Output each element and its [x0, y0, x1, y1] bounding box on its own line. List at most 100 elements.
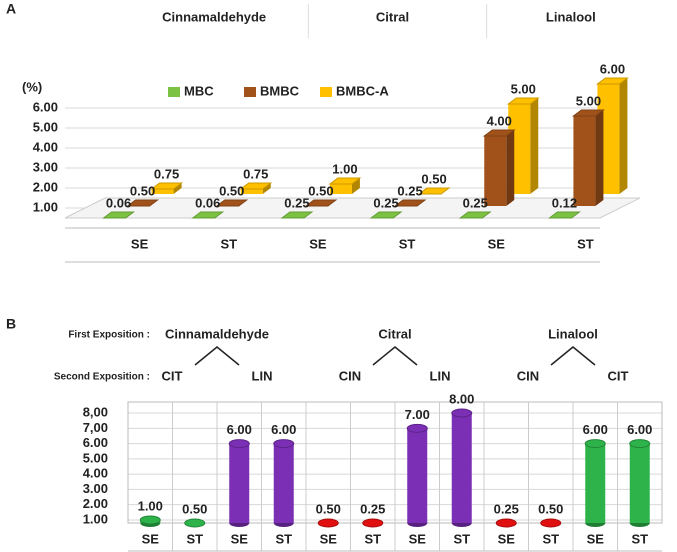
branch: [550, 346, 596, 366]
value-label: 8.00: [449, 391, 474, 406]
value-label: 6.00: [583, 422, 608, 437]
bar-top: [239, 182, 273, 190]
y-tick-label: 3.00: [33, 159, 58, 174]
bar-side: [262, 183, 271, 194]
y-tick-label: 1.00: [83, 511, 108, 526]
value-label: 6.00: [227, 422, 252, 437]
x-tick-label: ST: [453, 531, 470, 546]
legend-label: MBC: [184, 83, 214, 98]
bar: [573, 116, 596, 206]
value-label: 0.12: [552, 195, 577, 210]
bar-top: [458, 211, 492, 219]
cylinder-top: [540, 518, 562, 528]
x-tick-label: ST: [399, 236, 416, 251]
cylinder-top: [228, 439, 250, 449]
group-label: Linalool: [546, 9, 596, 24]
cylinder-top: [451, 408, 473, 418]
bar: [407, 428, 428, 523]
branch: [372, 346, 418, 366]
y-tick-label: 2.00: [83, 496, 108, 511]
value-label: 5.00: [511, 81, 536, 96]
y-tick-label: 6.00: [83, 435, 108, 450]
bar-top: [595, 77, 629, 85]
value-label: 6.00: [600, 61, 625, 76]
value-label: 0.50: [130, 183, 155, 198]
x-tick-label: ST: [631, 531, 648, 546]
cylinder-top: [629, 439, 651, 449]
bar-top: [150, 182, 184, 190]
value-label: 7.00: [405, 407, 430, 422]
panel-label: A: [6, 1, 16, 17]
value-label: 0.25: [397, 183, 422, 198]
y-tick-label: 5.00: [33, 119, 58, 134]
group-label: Linalool: [548, 326, 598, 341]
bar-top: [506, 97, 540, 105]
value-label: 5.00: [576, 93, 601, 108]
y-axis-label: (%): [22, 79, 42, 94]
x-tick-label: SE: [231, 531, 249, 546]
bar-top: [280, 211, 314, 219]
value-label: 0.25: [360, 501, 385, 516]
cylinder-top: [362, 518, 384, 528]
value-label: 0.50: [219, 183, 244, 198]
y-tick-label: 7,00: [83, 420, 108, 435]
value-label: 0.25: [373, 195, 398, 210]
group-label: First Exposition :: [68, 330, 150, 341]
bar-top: [102, 211, 136, 219]
value-label: 4.00: [487, 113, 512, 128]
bar: [484, 136, 507, 206]
y-tick-label: 6.00: [33, 99, 58, 114]
value-label: 6.00: [271, 422, 296, 437]
x-tick-label: SE: [309, 236, 327, 251]
value-label: 0.50: [308, 183, 333, 198]
branch: [194, 346, 240, 366]
x-tick-label: SE: [320, 531, 338, 546]
bar: [329, 184, 352, 194]
value-label: 0.75: [243, 166, 268, 181]
bar-top: [328, 177, 362, 185]
value-label: 1.00: [332, 161, 357, 176]
cylinder-top: [184, 518, 206, 528]
value-label: 0.06: [195, 195, 220, 210]
value-label: 1.00: [138, 498, 163, 513]
x-tick-label: SE: [409, 531, 427, 546]
subgroup-label: LIN: [252, 368, 273, 383]
bar: [151, 189, 174, 194]
bar: [240, 189, 263, 194]
group-label: Cinnamaldehyde: [165, 326, 269, 341]
bar-top: [547, 211, 581, 219]
bar-top: [126, 199, 160, 207]
x-tick-label: ST: [542, 531, 559, 546]
bar-side: [619, 78, 628, 194]
subgroup-label: CIT: [608, 368, 629, 383]
x-tick-label: ST: [577, 236, 594, 251]
subgroup-label: LIN: [430, 368, 451, 383]
bar-top: [417, 187, 451, 195]
group-label: Cinnamaldehyde: [162, 9, 266, 24]
x-tick-label: SE: [131, 236, 149, 251]
panel-label: B: [6, 316, 16, 332]
y-tick-label: 4.00: [33, 139, 58, 154]
subgroup-label: Second Exposition :: [54, 372, 150, 383]
cylinder-top: [273, 439, 295, 449]
bar: [273, 443, 294, 523]
value-label: 6.00: [627, 422, 652, 437]
cylinder-top: [495, 518, 517, 528]
bar-top: [571, 109, 605, 117]
cylinder-top: [139, 515, 161, 525]
value-label: 0.50: [316, 501, 341, 516]
bar-top: [304, 199, 338, 207]
cylinder-top: [406, 423, 428, 433]
bar: [451, 413, 472, 523]
x-tick-label: ST: [186, 531, 203, 546]
value-label: 0.25: [284, 195, 309, 210]
bar-top: [191, 211, 225, 219]
bar-top: [482, 129, 516, 137]
cylinder-top: [317, 518, 339, 528]
value-label: 0.50: [538, 501, 563, 516]
value-label: 0.75: [154, 166, 179, 181]
value-label: 0.25: [494, 501, 519, 516]
bar-top: [369, 211, 403, 219]
value-label: 0.50: [421, 171, 446, 186]
value-label: 0.50: [182, 501, 207, 516]
